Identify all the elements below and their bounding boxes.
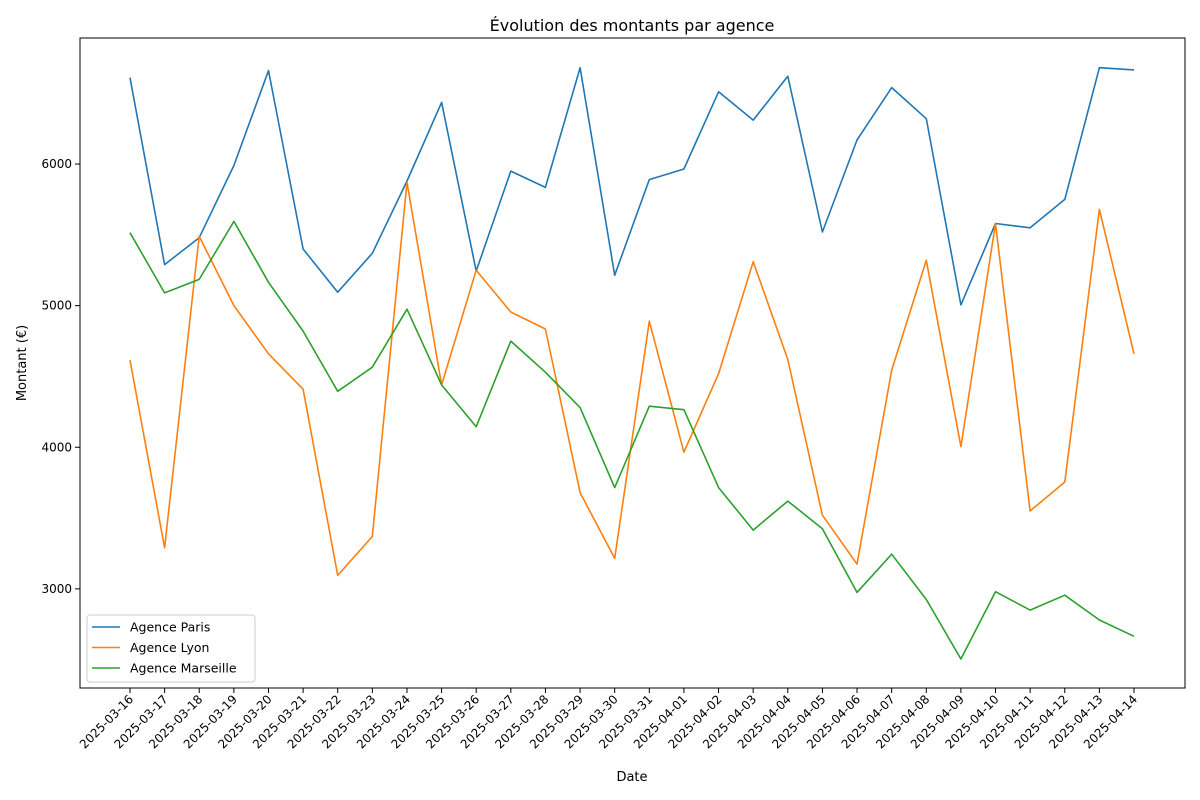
legend-label: Agence Paris [130, 620, 210, 635]
y-axis: 3000 4000 5000 6000 [41, 157, 80, 596]
chart-title: Évolution des montants par agence [490, 16, 775, 35]
series-line-0 [129, 66, 1135, 306]
series-line-2 [129, 220, 1135, 660]
plot-frame [79, 37, 1186, 689]
series-layer [129, 66, 1135, 660]
y-tick-label: 5000 [41, 299, 72, 313]
x-axis-label: Date [616, 770, 647, 785]
y-tick-label: 4000 [41, 440, 72, 454]
y-tick-label: 3000 [41, 582, 72, 596]
legend-label: Agence Marseille [130, 661, 237, 676]
legend-label: Agence Lyon [130, 640, 209, 655]
y-tick-label: 6000 [41, 157, 72, 171]
y-axis-label: Montant (€) [15, 325, 30, 401]
legend-box [86, 614, 256, 683]
x-axis: 2025-03-162025-03-172025-03-182025-03-19… [77, 688, 1140, 751]
legend: Agence Paris Agence Lyon Agence Marseille [86, 614, 256, 683]
series-line-1 [129, 181, 1135, 577]
